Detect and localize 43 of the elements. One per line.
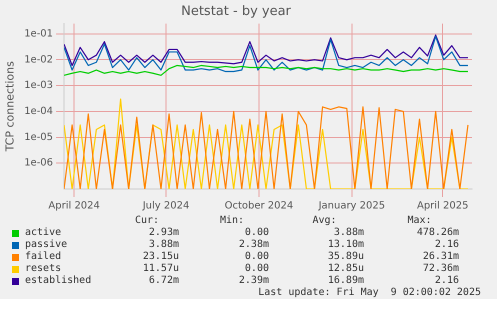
text: 0.00 [244,227,270,239]
legend-label: failed [24,251,62,263]
text: 2.93m [148,227,180,239]
text: Cur: [134,215,160,227]
text: 13.10m [326,239,365,251]
y-tick-label: 1e-06 [24,158,54,169]
y-axis-title: TCP connections [3,60,16,152]
text: 3.88m [148,239,180,251]
text: Last update: Fri May 9 02:00:02 2025 [257,287,482,299]
text: 2.39m [238,275,270,287]
text: 72.36m [422,263,460,275]
x-tick-label: July 2024 [142,200,190,212]
x-tick-label: January 2025 [318,200,386,212]
text: 0.00 [244,263,270,275]
y-tick-label: 1e-05 [24,132,54,143]
x-tick-label: October 2024 [224,200,294,212]
text: 12.85u [326,263,365,275]
text: Max: [406,215,433,227]
text: 6.72m [148,275,180,287]
text: 35.89u [326,251,365,263]
x-tick-label: April 2024 [48,200,100,212]
text: 2.38m [238,239,270,251]
y-tick-label: 1e-01 [24,28,54,40]
text: 26.31m [422,251,460,263]
chart-title: Netstat - by year [181,4,292,20]
text: 11.57u [142,263,180,275]
text: 0.00 [244,251,270,263]
legend-label: passive [24,239,68,251]
text: 2.16 [434,275,460,287]
x-tick-label: April 2025 [416,200,468,212]
text: 23.15u [142,251,180,263]
text: Avg: [311,215,338,227]
legend-label: active [24,227,62,239]
legend-label: established [24,275,92,287]
y-tick-label: 1e-02 [24,54,54,66]
text: 16.89m [326,275,365,287]
legend-label: resets [24,263,62,275]
y-tick-label: 1e-04 [24,106,54,118]
text: 478.26m [416,227,460,239]
text: 2.16 [434,239,460,251]
text: 3.88m [332,227,365,239]
y-tick-label: 1e-03 [24,80,54,92]
text: Min: [218,215,246,227]
